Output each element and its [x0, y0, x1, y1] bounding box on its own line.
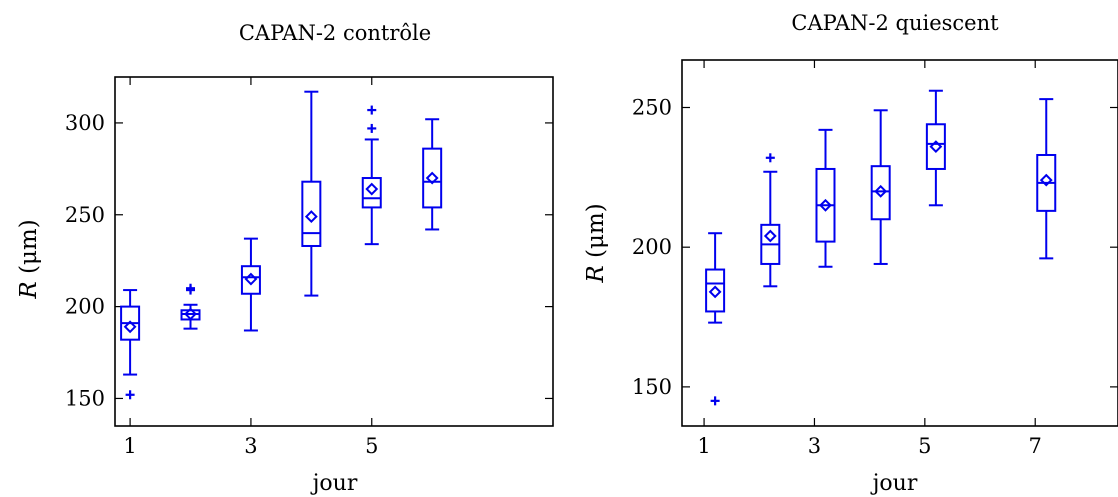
chart-quiescent-xtick-label: 3: [808, 434, 821, 458]
chart-quiescent-box: [760, 153, 781, 288]
chart-control-box: [180, 283, 201, 330]
outlier-marker: [186, 283, 196, 293]
chart-quiescent: CAPAN-2 quiescent R (μm) jour 1502002501…: [583, 11, 1118, 496]
chart-control-ylabel-var: R: [16, 281, 42, 299]
chart-control-ytick-label: 300: [65, 111, 105, 135]
chart-control-frame: [114, 76, 554, 427]
chart-control-box: [301, 90, 322, 297]
mean-marker: [708, 285, 722, 299]
chart-control-ylabel: R (μm): [16, 219, 42, 299]
chart-quiescent-plot: 150 200 250 1 3 5 7: [632, 59, 1118, 458]
chart-quiescent-xtick-label: 1: [697, 434, 710, 458]
chart-quiescent-box: [705, 232, 726, 406]
chart-quiescent-ylabel-var: R: [583, 265, 609, 283]
chart-control: CAPAN-2 contrôle R (μm) jour 150 200 250 30…: [16, 21, 554, 496]
mean-marker: [304, 210, 318, 224]
mean-marker: [425, 171, 439, 185]
mean-marker: [123, 320, 137, 334]
mean-marker: [763, 229, 777, 243]
chart-quiescent-box: [870, 109, 891, 265]
chart-control-box: [422, 118, 443, 231]
mean-marker: [929, 140, 943, 154]
outlier-marker: [367, 123, 377, 133]
box-iqr: [240, 265, 261, 295]
box-iqr: [705, 268, 726, 313]
chart-control-xtick-label: 3: [244, 434, 257, 458]
outlier-marker: [710, 396, 720, 406]
mean-marker: [874, 184, 888, 198]
chart-quiescent-ytick-label: 250: [632, 95, 672, 119]
outlier-marker: [125, 390, 135, 400]
chart-control-xtick-label: 1: [123, 434, 136, 458]
chart-control-box: [120, 289, 141, 400]
outlier-marker: [367, 105, 377, 115]
chart-quiescent-box: [1036, 98, 1057, 260]
chart-quiescent-xlabel: jour: [870, 471, 918, 496]
chart-quiescent-xtick-label: 7: [1029, 434, 1042, 458]
chart-quiescent-title: CAPAN-2 quiescent: [791, 11, 999, 35]
mean-marker: [819, 198, 832, 212]
chart-quiescent-frame: [681, 59, 1118, 427]
outlier-marker: [765, 153, 775, 163]
chart-quiescent-xtick-label: 5: [918, 434, 931, 458]
chart-control-ytick-label: 250: [65, 203, 105, 227]
chart-control-ytick-label: 200: [65, 295, 105, 319]
box-iqr: [301, 180, 322, 247]
chart-quiescent-box: [815, 128, 836, 268]
box-iqr: [361, 177, 382, 209]
chart-control-ylabel-unit: (μm): [16, 219, 42, 274]
chart-control-title: CAPAN-2 contrôle: [239, 21, 431, 45]
chart-control-plot: 150 200 250 300 1 3 5: [65, 76, 554, 458]
chart-quiescent-ytick-label: 150: [632, 375, 672, 399]
chart-quiescent-box: [925, 89, 946, 207]
chart-quiescent-ylabel-unit: (μm): [583, 203, 609, 258]
mean-marker: [365, 182, 379, 196]
box-iqr: [925, 123, 946, 170]
box-iqr: [870, 165, 891, 221]
mean-marker: [244, 272, 258, 286]
chart-control-xlabel: jour: [310, 471, 358, 496]
box-iqr: [422, 147, 443, 209]
chart-control-box: [361, 105, 382, 246]
chart-quiescent-ytick-label: 200: [632, 235, 672, 259]
chart-control-box: [240, 237, 261, 332]
chart-quiescent-ylabel: R (μm): [583, 203, 609, 283]
mean-marker: [1039, 173, 1053, 187]
chart-control-ytick-label: 150: [65, 386, 105, 410]
chart-control-xtick-label: 5: [365, 434, 378, 458]
mean-marker: [184, 307, 197, 321]
